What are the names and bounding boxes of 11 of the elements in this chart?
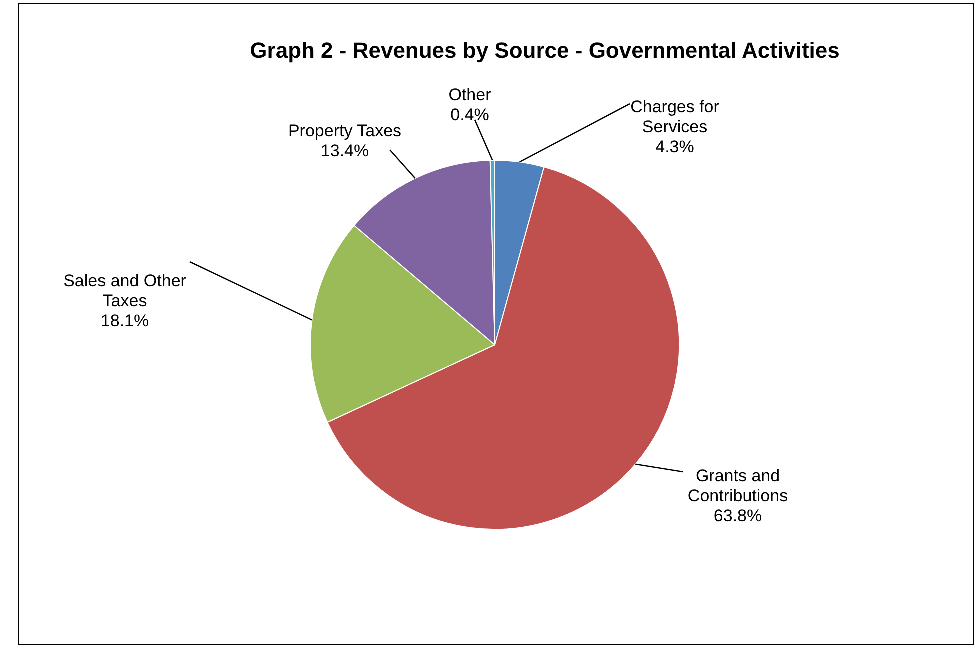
slice-label: Charges for Services	[630, 98, 720, 137]
data-label: 4.3%	[656, 138, 694, 157]
chart-title: Graph 2 - Revenues by Source - Governmental Activities	[250, 38, 840, 64]
slice-label: Other	[448, 86, 492, 105]
data-label: 0.4%	[450, 106, 490, 125]
data-label: 13.4%	[320, 142, 370, 161]
data-label: 18.1%	[100, 312, 150, 331]
slice-label: Grants and Contributions	[688, 466, 788, 506]
data-label: 63.8%	[714, 506, 762, 526]
slice-label: Sales and Other Taxes	[64, 272, 187, 311]
slice-label: Property Taxes	[288, 122, 402, 141]
